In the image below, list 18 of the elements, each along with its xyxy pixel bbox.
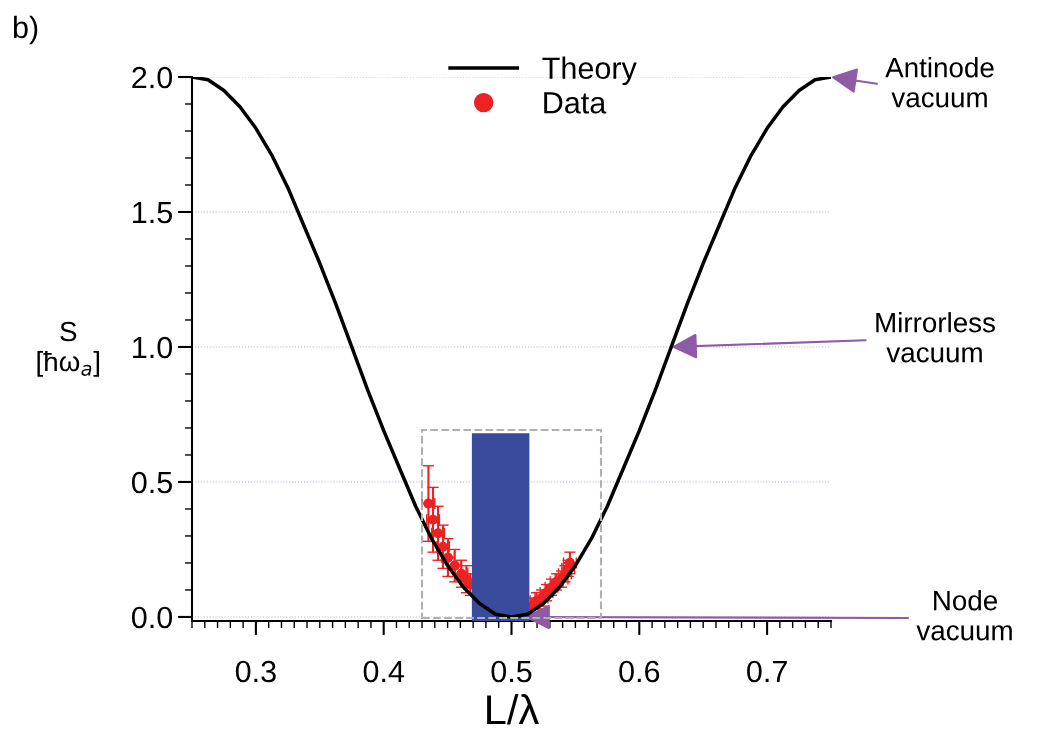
- x-tick-label: 0.4: [363, 660, 405, 683]
- x-axis-title: L/λ: [487, 693, 539, 725]
- legend-label: Theory: [542, 56, 637, 86]
- y-tick-label: 2.0: [132, 66, 173, 89]
- legend-label: Data: [544, 92, 607, 114]
- annotation: Node vacuum: [916, 590, 1012, 641]
- y-tick-label: 0.0: [131, 606, 173, 629]
- x-tick-label: 0.3: [235, 660, 276, 683]
- x-tick-label: 0.5: [491, 660, 532, 683]
- x-tick-label: 0.7: [747, 660, 787, 683]
- annotation: Mirrorless vacuum: [876, 312, 995, 363]
- y-axis-title: S [ħω$_{a}$]: [37, 321, 100, 377]
- x-tick-label: 0.6: [619, 660, 660, 683]
- y-tick-label: 1.5: [133, 202, 172, 224]
- y-tick-label: 1.0: [133, 336, 173, 359]
- y-tick-label: 0.5: [131, 471, 172, 494]
- text: b): [13, 15, 38, 45]
- annotation: Antinode vacuum: [885, 57, 994, 108]
